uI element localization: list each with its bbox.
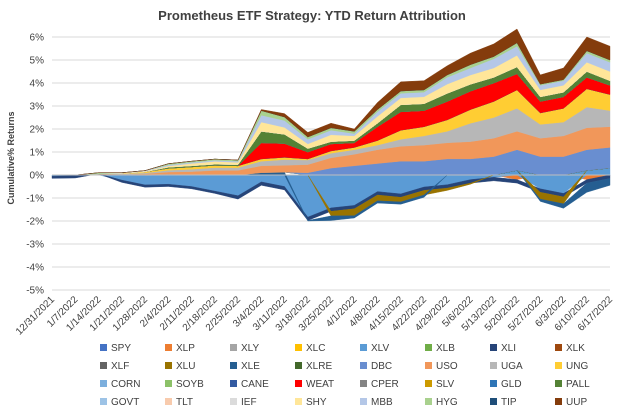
legend-label-xlc: XLC xyxy=(306,343,325,354)
legend-label-xlp: XLP xyxy=(176,343,195,354)
y-tick-label: 3% xyxy=(30,102,45,113)
legend-label-uso: USO xyxy=(436,361,458,372)
series-areas xyxy=(51,28,611,222)
legend-label-mbb: MBB xyxy=(371,397,393,408)
legend-label-cper: CPER xyxy=(371,379,399,390)
legend-label-xly: XLY xyxy=(241,343,259,354)
legend-swatch-soyb xyxy=(165,380,172,387)
legend-label-xli: XLI xyxy=(501,343,516,354)
legend-swatch-xlu xyxy=(165,362,172,369)
legend-label-ung: UNG xyxy=(566,361,588,372)
x-tick-labels: 12/31/20211/7/20221/14/20221/21/20221/28… xyxy=(14,294,615,337)
legend-label-xlre: XLRE xyxy=(306,361,332,372)
legend-swatch-tlt xyxy=(165,398,172,405)
legend-swatch-mbb xyxy=(360,398,367,405)
legend-label-govt: GOVT xyxy=(111,397,139,408)
legend-label-xlb: XLB xyxy=(436,343,455,354)
y-tick-label: -1% xyxy=(26,194,44,205)
legend-swatch-hyg xyxy=(425,398,432,405)
legend-label-dbc: DBC xyxy=(371,361,392,372)
series-area-uup xyxy=(52,28,611,176)
y-axis-title: Cumulative% Returns xyxy=(6,111,16,204)
y-tick-label: -4% xyxy=(26,263,44,274)
legend-label-gld: GLD xyxy=(501,379,522,390)
legend-swatch-cper xyxy=(360,380,367,387)
legend-swatch-xle xyxy=(230,362,237,369)
legend-swatch-govt xyxy=(100,398,107,405)
y-tick-label: 5% xyxy=(30,56,45,67)
legend-swatch-xlk xyxy=(555,344,562,351)
legend-label-tip: TIP xyxy=(501,397,517,408)
legend-swatch-xlc xyxy=(295,344,302,351)
legend-swatch-slv xyxy=(425,380,432,387)
y-tick-label: 0% xyxy=(30,171,45,182)
legend-label-slv: SLV xyxy=(436,379,454,390)
legend-swatch-weat xyxy=(295,380,302,387)
y-tick-label: 2% xyxy=(30,125,45,136)
legend-label-weat: WEAT xyxy=(306,379,334,390)
legend-swatch-shy xyxy=(295,398,302,405)
legend-swatch-xlv xyxy=(360,344,367,351)
legend-swatch-gld xyxy=(490,380,497,387)
y-tick-label: 4% xyxy=(30,79,45,90)
legend-label-xlv: XLV xyxy=(371,343,389,354)
legend-swatch-corn xyxy=(100,380,107,387)
legend-label-xlf: XLF xyxy=(111,361,129,372)
legend-swatch-xli xyxy=(490,344,497,351)
y-tick-labels: -5% -4% -3% -2% -1% 0% 1% 2% 3% 4% 5% 6% xyxy=(26,33,44,297)
legend-label-tlt: TLT xyxy=(176,397,193,408)
legend-swatch-spy xyxy=(100,344,107,351)
legend-swatch-uso xyxy=(425,362,432,369)
legend-swatch-xlf xyxy=(100,362,107,369)
legend-swatch-dbc xyxy=(360,362,367,369)
legend-label-corn: CORN xyxy=(111,379,140,390)
y-tick-label: -2% xyxy=(26,217,44,228)
y-tick-label: -5% xyxy=(26,286,44,297)
legend-swatch-uup xyxy=(555,398,562,405)
legend-label-xlk: XLK xyxy=(566,343,585,354)
legend-swatch-tip xyxy=(490,398,497,405)
legend-label-uup: UUP xyxy=(566,397,587,408)
legend-swatch-xlre xyxy=(295,362,302,369)
legend-swatch-ief xyxy=(230,398,237,405)
y-tick-label: 6% xyxy=(30,33,45,44)
y-tick-label: 1% xyxy=(30,148,45,159)
legend-swatch-ung xyxy=(555,362,562,369)
legend-label-ief: IEF xyxy=(241,397,257,408)
legend-label-shy: SHY xyxy=(306,397,327,408)
chart-title: Prometheus ETF Strategy: YTD Return Attr… xyxy=(158,8,466,23)
legend-swatch-xly xyxy=(230,344,237,351)
legend-label-soyb: SOYB xyxy=(176,379,204,390)
legend-swatch-cane xyxy=(230,380,237,387)
legend-label-uga: UGA xyxy=(501,361,523,372)
legend-label-xle: XLE xyxy=(241,361,260,372)
legend-label-pall: PALL xyxy=(566,379,590,390)
legend: SPY XLP XLY XLC XLV XLB XLI XLK XLF XLU XLE XLRE DBC… xyxy=(100,343,590,408)
legend-label-cane: CANE xyxy=(241,379,269,390)
legend-swatch-pall xyxy=(555,380,562,387)
y-tick-label: -3% xyxy=(26,240,44,251)
legend-label-hyg: HYG xyxy=(436,397,458,408)
legend-swatch-xlb xyxy=(425,344,432,351)
legend-label-xlu: XLU xyxy=(176,361,195,372)
legend-swatch-uga xyxy=(490,362,497,369)
legend-label-spy: SPY xyxy=(111,343,131,354)
legend-swatch-xlp xyxy=(165,344,172,351)
